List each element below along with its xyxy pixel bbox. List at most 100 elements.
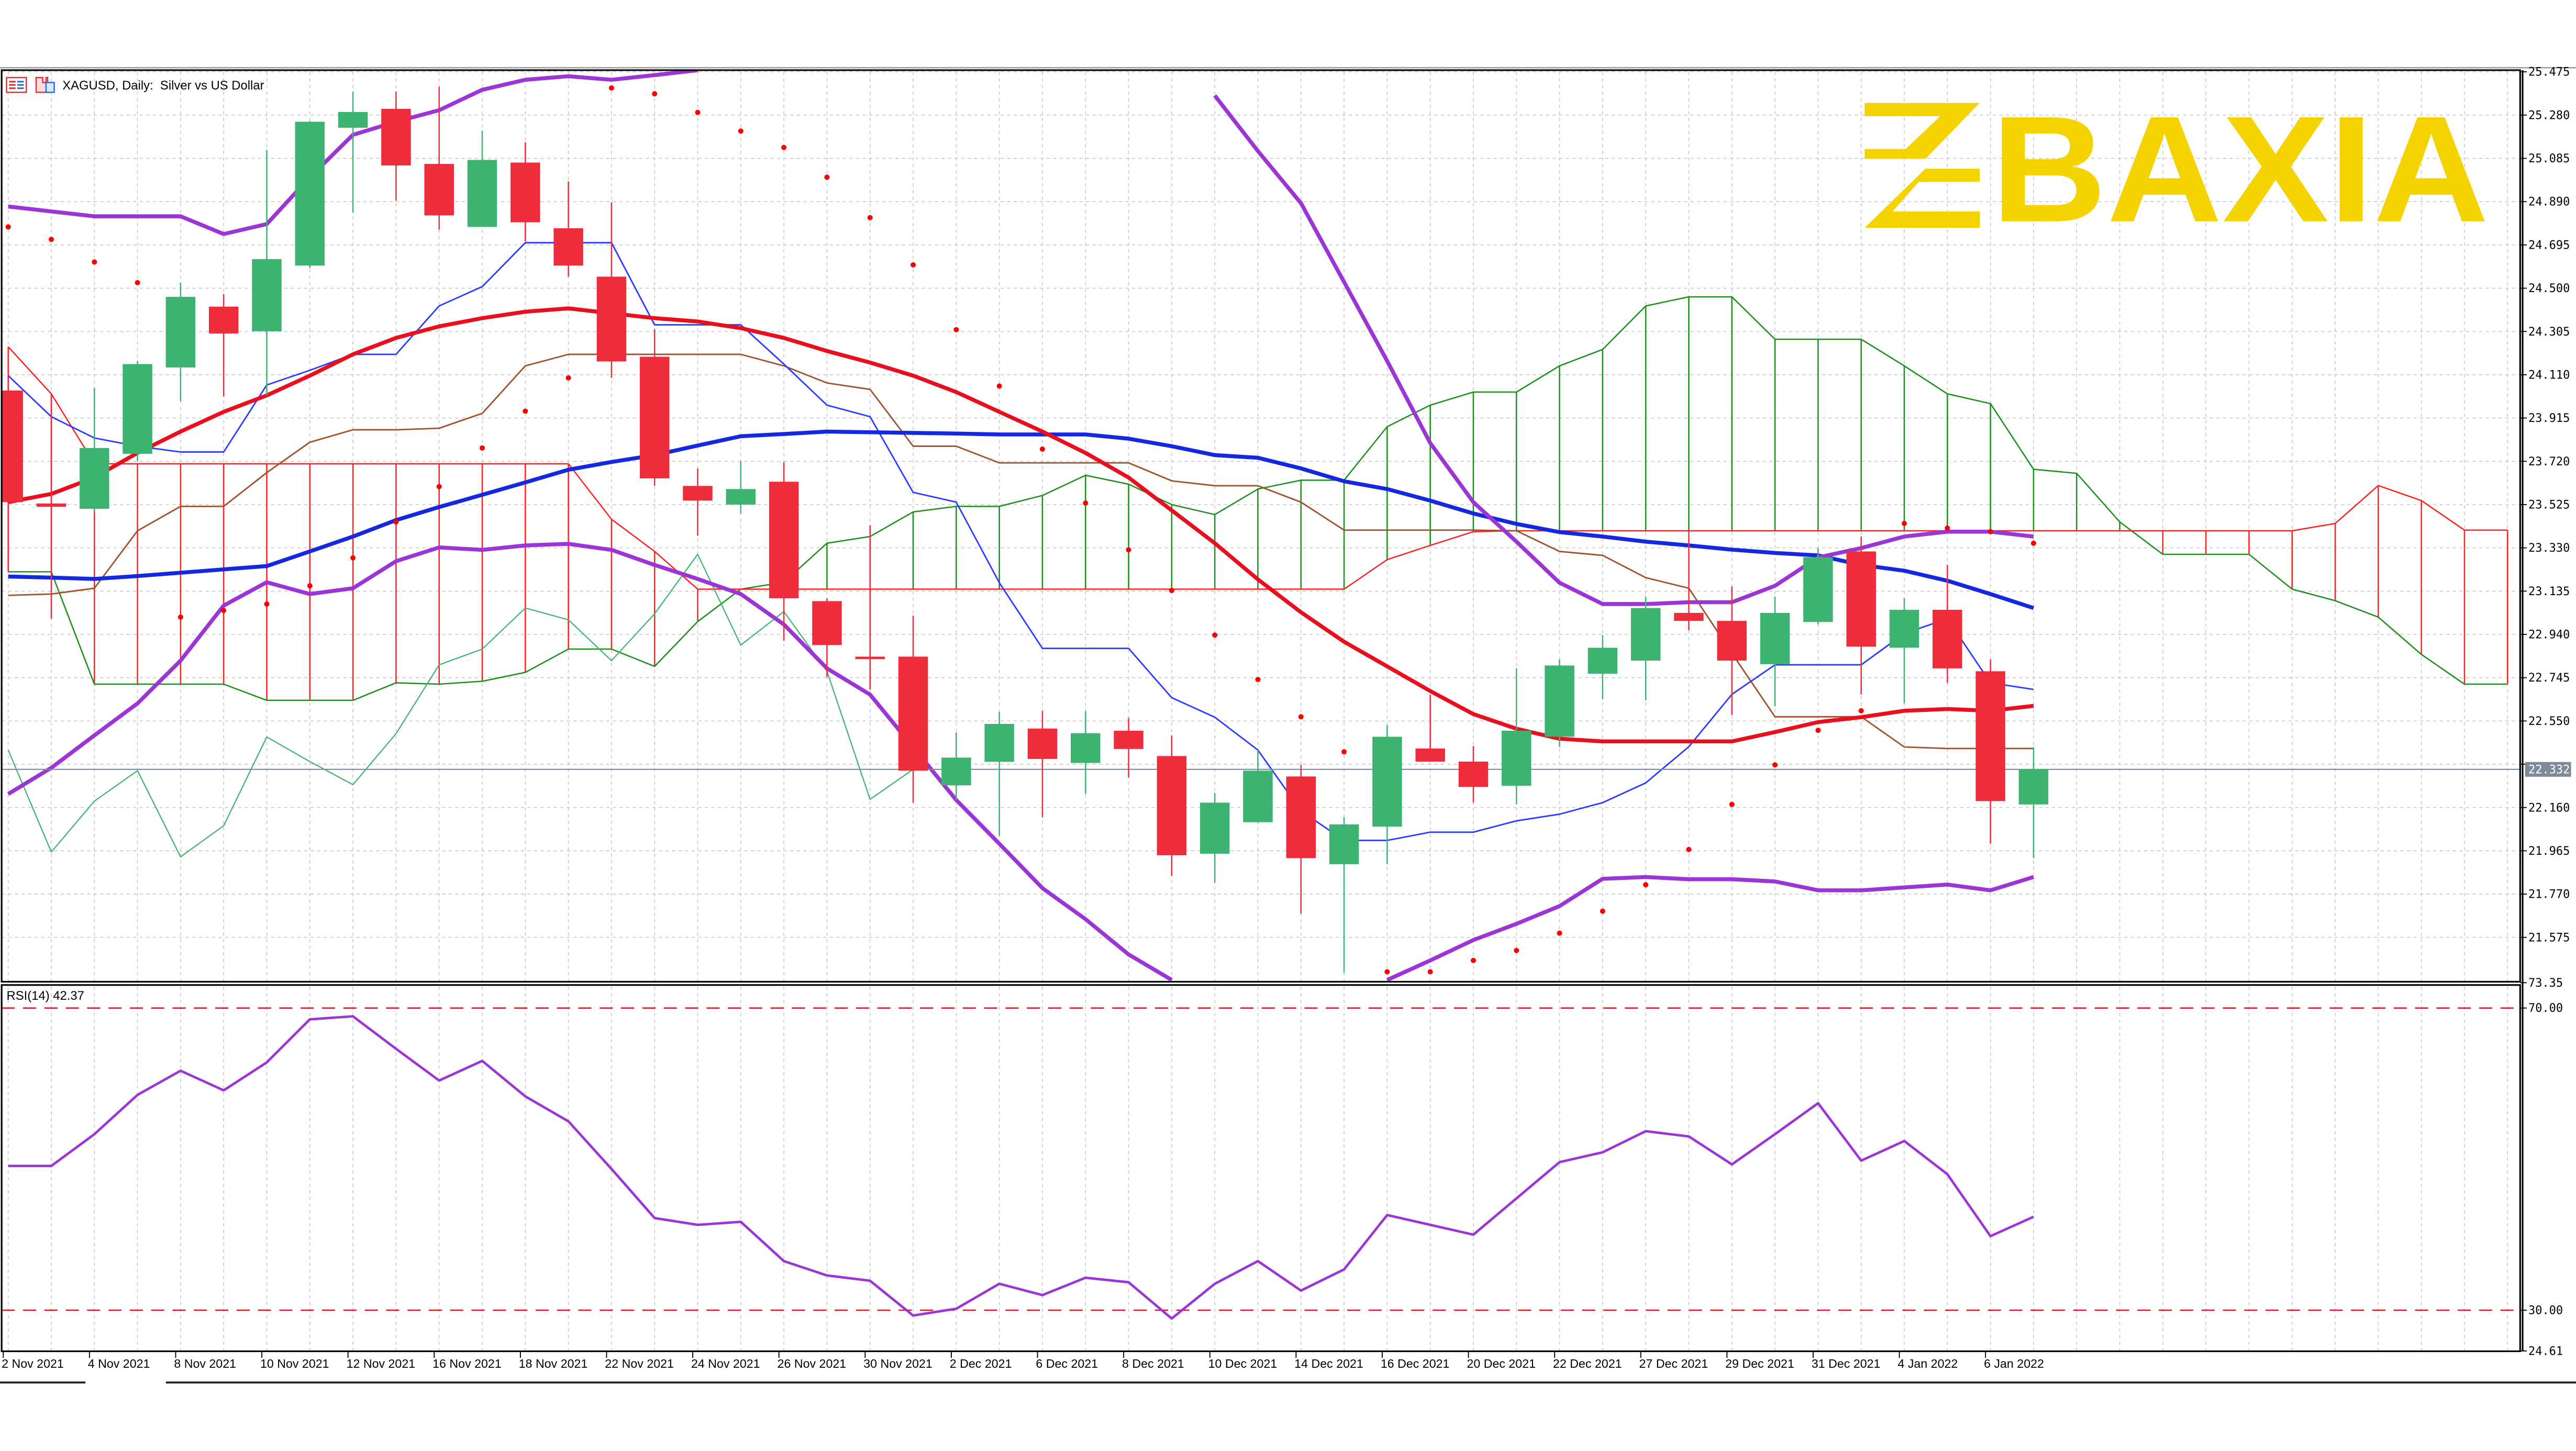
senkou-span-b-line (7, 346, 2508, 590)
time-axis-label: 2 Dec 2021 (950, 1357, 1012, 1370)
sar-dot (135, 280, 140, 285)
candlestick (123, 361, 152, 461)
candle-body (424, 164, 454, 216)
baxia-logo-mark-icon (1864, 103, 1980, 228)
candlestick (683, 468, 713, 536)
time-axis-label: 29 Dec 2021 (1725, 1357, 1794, 1370)
candle-body (1933, 609, 1962, 668)
price-axis-label: 23.525 (2528, 499, 2570, 512)
panel-frames (0, 67, 2576, 1383)
candlestick (2018, 747, 2049, 858)
rsi-panel-frame (1, 984, 2521, 1353)
sar-dot (1815, 728, 1821, 733)
time-axis-label: 30 Nov 2021 (863, 1357, 932, 1370)
price-axis-label: 21.965 (2528, 845, 2570, 858)
current-price-label: 22.332 (2528, 763, 2570, 776)
candle-body (1630, 608, 1661, 661)
main-panel-frame (1, 69, 2521, 983)
candle-body (1803, 557, 1833, 622)
time-axis-label: 12 Nov 2021 (347, 1357, 416, 1370)
sar-dot (48, 237, 54, 242)
candlestick (812, 598, 842, 677)
candlestick (1587, 635, 1618, 699)
candle-body (510, 162, 540, 222)
candlesticks (2, 86, 2049, 973)
baxia-logo: BAXIA (1864, 85, 2489, 254)
sar-dot (307, 583, 313, 589)
candle-body (467, 160, 497, 227)
candle-body (984, 723, 1014, 762)
candle-body (941, 757, 971, 786)
blue-moving-average-line (8, 429, 2035, 610)
sar-dot (1298, 714, 1304, 720)
chart-template-icon[interactable] (35, 76, 55, 93)
time-axis-label: 4 Jan 2022 (1897, 1357, 1958, 1370)
candle-body (1587, 648, 1618, 674)
price-axis-label: 24.695 (2528, 239, 2570, 252)
candlestick (338, 91, 368, 213)
candlestick (1114, 718, 1143, 778)
candlestick (1674, 531, 1704, 630)
price-axis-label: 23.135 (2528, 585, 2570, 598)
price-axis-label: 25.475 (2528, 66, 2570, 79)
sar-dot (1902, 520, 1907, 527)
time-axis-label: 31 Dec 2021 (1812, 1357, 1881, 1370)
candle-body (208, 306, 239, 334)
time-axis-label: 16 Nov 2021 (432, 1357, 502, 1370)
candlestick (295, 121, 325, 268)
sar-dot (1772, 762, 1778, 768)
price-axis-label: 23.330 (2528, 542, 2570, 555)
sar-dot (264, 601, 270, 607)
sar-dot (911, 262, 916, 268)
candlestick (1502, 668, 1531, 805)
candle-body (812, 601, 842, 645)
tenkan-sen-line (7, 242, 2034, 841)
kijun-sen-line (8, 353, 2034, 750)
candle-body (338, 111, 368, 128)
sar-dot (1083, 500, 1089, 506)
price-axis-label: 24.500 (2528, 282, 2570, 295)
sar-dot (350, 555, 356, 561)
candle-body (2, 390, 23, 503)
bollinger-lower-band-line (7, 542, 1173, 982)
sar-dot (1169, 588, 1174, 594)
current-price-badge (2525, 762, 2571, 777)
candlestick (424, 86, 454, 230)
candle-body (1157, 756, 1187, 855)
sar-dot (1039, 446, 1045, 452)
candlestick (1975, 659, 2005, 844)
price-axis-label: 21.575 (2528, 931, 2570, 944)
candle-body (898, 656, 928, 771)
sar-dot (1427, 969, 1433, 975)
sar-dot (738, 128, 743, 134)
candlestick (1027, 711, 1058, 818)
candle-body (1545, 665, 1574, 737)
sar-dot (1987, 529, 1993, 534)
sar-dot (1514, 947, 1519, 953)
rsi-axis-label: 70.00 (2528, 1002, 2563, 1015)
candle-body (1975, 671, 2005, 801)
time-axis-label: 27 Dec 2021 (1639, 1357, 1708, 1370)
red-moving-average-line (7, 306, 2034, 744)
candle-body (683, 486, 713, 501)
candle-body (1889, 609, 1919, 648)
ichimoku-cloud (7, 296, 2508, 701)
sar-dot (221, 608, 227, 613)
price-axis-label: 25.085 (2528, 152, 2570, 165)
parabolic-sar (5, 85, 2036, 975)
chart-list-icon[interactable] (6, 76, 27, 93)
price-axis-label: 22.160 (2528, 801, 2570, 814)
bollinger-lower-band-line (1386, 875, 2035, 982)
sar-dot (1384, 969, 1390, 975)
candle-body (295, 121, 325, 266)
candlestick (1157, 735, 1187, 876)
sar-dot (393, 519, 399, 525)
candle-body (123, 364, 152, 454)
candle-body (769, 482, 799, 598)
sar-dot (177, 614, 183, 620)
rsi-axis-label: 30.00 (2528, 1304, 2563, 1318)
candle-body (252, 259, 282, 331)
candlestick (726, 461, 756, 514)
sar-dot (781, 144, 787, 150)
